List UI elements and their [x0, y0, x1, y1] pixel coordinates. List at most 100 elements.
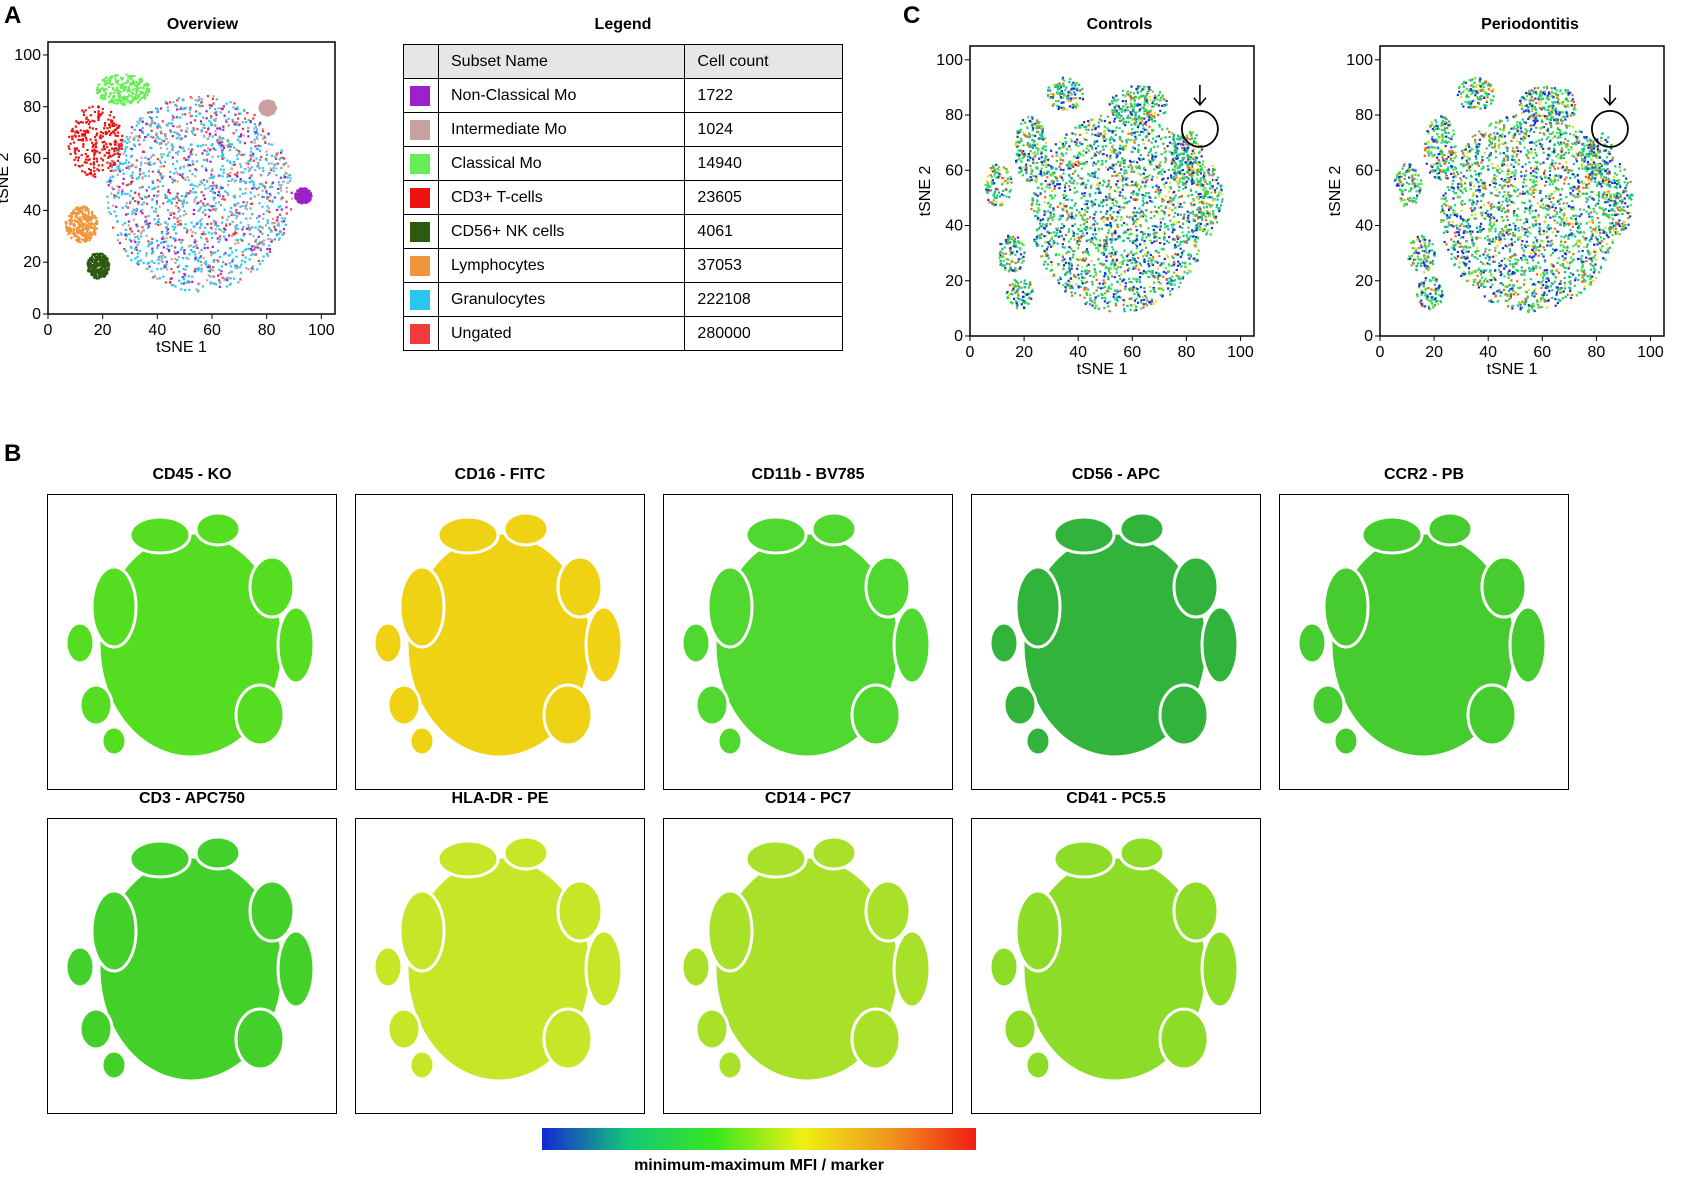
cell-point — [170, 244, 173, 248]
cell-point — [202, 202, 205, 205]
cell-point — [1192, 198, 1195, 201]
cell-point — [1132, 170, 1136, 173]
cell-point — [1148, 162, 1152, 166]
cell-point — [267, 101, 270, 104]
cell-point — [123, 103, 126, 107]
legend-subset-name: CD3+ T-cells — [437, 180, 686, 215]
cell-point — [97, 83, 100, 86]
cell-point — [129, 147, 132, 150]
cell-point — [213, 223, 216, 226]
cell-point — [257, 193, 260, 196]
cell-point — [1121, 177, 1125, 180]
cell-point — [160, 267, 163, 270]
cell-point — [183, 252, 186, 255]
cell-point — [1068, 175, 1071, 178]
cell-point — [68, 219, 71, 222]
cell-point — [70, 236, 73, 240]
cell-point — [185, 256, 188, 260]
cell-point — [132, 218, 135, 221]
cell-point — [233, 196, 236, 199]
cell-point — [193, 225, 196, 228]
cell-point — [1070, 267, 1073, 270]
cell-point — [1106, 223, 1109, 227]
cell-point — [101, 252, 104, 256]
cell-point — [1106, 218, 1109, 221]
cell-point — [140, 161, 143, 164]
cell-point — [241, 204, 244, 208]
cell-point — [1065, 182, 1068, 185]
cell-point — [120, 139, 123, 142]
cell-point — [1107, 287, 1110, 290]
cell-point — [152, 154, 155, 157]
cell-point — [1085, 151, 1088, 154]
cell-point — [1106, 115, 1109, 118]
cell-point — [1123, 172, 1126, 175]
cell-point — [283, 157, 286, 160]
cell-point — [1054, 185, 1057, 188]
overview-title: Overview — [166, 16, 239, 33]
cell-point — [125, 184, 128, 187]
cell-point — [206, 203, 209, 206]
cell-point — [1041, 218, 1045, 221]
cell-point — [217, 190, 220, 194]
cell-point — [135, 87, 138, 90]
cell-point — [109, 98, 113, 101]
cell-point — [281, 233, 284, 237]
cell-point — [254, 246, 257, 249]
cell-point — [1037, 234, 1040, 237]
cell-point — [75, 213, 78, 217]
cell-point — [1130, 250, 1133, 253]
cell-point — [132, 98, 136, 101]
cell-point — [1053, 187, 1056, 191]
cell-point — [1104, 245, 1107, 248]
cell-point — [220, 265, 223, 268]
x-tick-label: 40 — [1069, 344, 1087, 361]
cell-point — [1136, 261, 1139, 264]
cell-point — [1157, 186, 1160, 189]
cell-point — [1051, 218, 1054, 222]
cell-point — [1096, 134, 1099, 137]
cell-point — [254, 253, 258, 256]
cell-point — [1071, 286, 1074, 290]
cell-point — [1091, 118, 1095, 121]
cell-point — [1121, 158, 1124, 162]
cell-point — [1159, 287, 1163, 290]
cell-point — [91, 145, 94, 149]
cell-point — [244, 167, 247, 171]
cell-point — [251, 226, 254, 229]
cell-point — [103, 124, 107, 127]
cell-point — [1112, 204, 1116, 207]
cell-point — [83, 171, 87, 174]
cell-point — [1100, 217, 1103, 220]
cell-point — [1139, 225, 1143, 228]
cell-point — [1122, 231, 1125, 234]
cell-point — [1114, 133, 1117, 137]
cell-point — [261, 112, 265, 116]
cell-point — [1087, 263, 1090, 266]
cell-point — [1118, 209, 1121, 212]
cell-point — [95, 264, 98, 267]
cell-point — [265, 192, 269, 195]
cell-point — [209, 189, 212, 192]
cell-point — [1116, 180, 1119, 183]
cell-point — [1091, 283, 1094, 286]
cell-point — [96, 92, 99, 95]
legend-cell-count: 23605 — [684, 180, 843, 215]
cell-point — [72, 228, 75, 231]
cell-point — [137, 139, 140, 142]
cell-point — [121, 188, 124, 191]
cell-point — [110, 179, 113, 182]
cell-point — [1081, 192, 1084, 195]
cell-point — [239, 238, 243, 241]
cell-point — [103, 127, 106, 130]
x-tick-label: 20 — [1015, 344, 1033, 361]
cell-point — [137, 200, 140, 204]
cell-point — [164, 196, 167, 200]
cell-point — [207, 274, 210, 277]
cell-point — [1099, 244, 1102, 247]
cell-point — [1039, 193, 1042, 197]
cell-point — [99, 270, 102, 273]
cell-point — [1123, 206, 1126, 209]
cell-point — [127, 164, 130, 168]
cell-point — [107, 118, 110, 121]
